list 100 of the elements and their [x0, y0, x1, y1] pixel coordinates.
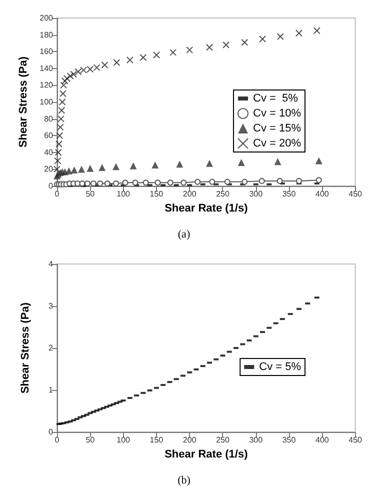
point	[78, 166, 86, 173]
point	[79, 180, 86, 186]
point	[122, 180, 128, 186]
x-tick-label: 150	[150, 436, 164, 444]
y-tick-label: 100	[40, 98, 54, 106]
y-tick-label: 140	[40, 64, 54, 73]
y-tick-label: 80	[44, 114, 54, 124]
x-tick-label: 150	[150, 190, 164, 198]
x-tick-label: 400	[316, 436, 330, 444]
point	[98, 164, 106, 172]
point	[132, 180, 138, 186]
point	[154, 180, 161, 186]
y-tick-label: 180	[40, 30, 54, 40]
point	[84, 180, 90, 186]
point	[259, 36, 266, 42]
y-tick-label: 0	[48, 428, 54, 436]
x-tick-label: 100	[116, 436, 131, 444]
point	[86, 66, 94, 73]
point	[70, 166, 78, 174]
x-tick-label: 350	[282, 436, 296, 444]
y-tick-label: 40	[44, 148, 54, 157]
legend-label: Cv = 5%	[253, 92, 298, 104]
point	[101, 62, 108, 69]
x-tick-label: 0	[54, 436, 60, 444]
point	[66, 72, 74, 80]
point	[104, 180, 110, 186]
legend-label: Cv = 15%	[253, 122, 302, 134]
point	[126, 56, 134, 64]
point	[167, 180, 174, 186]
x-tick-label: 300	[249, 190, 264, 198]
x-tick-label: 350	[282, 190, 296, 198]
point	[65, 167, 72, 174]
point	[313, 27, 320, 34]
x-tick-label: 100	[116, 190, 131, 198]
point	[222, 41, 230, 48]
point	[170, 48, 177, 56]
x-tick-label: 450	[348, 190, 363, 198]
y-tick-label: 120	[40, 80, 54, 90]
text: (b)	[178, 474, 191, 486]
point	[241, 38, 248, 46]
point	[70, 70, 78, 78]
point	[93, 64, 100, 72]
x-tick-label: 300	[249, 436, 264, 444]
point	[296, 178, 302, 184]
point	[142, 180, 149, 186]
point	[194, 178, 201, 185]
legend-label: Cv = 5%	[259, 361, 302, 373]
x-tick-label: 0	[54, 190, 60, 198]
x-tick-label: 50	[86, 190, 96, 198]
point	[258, 178, 265, 184]
point	[130, 162, 137, 170]
point	[74, 68, 82, 76]
point	[224, 178, 230, 185]
y-tick-label: 1	[48, 386, 54, 394]
point	[238, 158, 245, 166]
point	[140, 54, 147, 61]
point	[86, 164, 94, 172]
x-tick-label: 450	[348, 436, 363, 444]
point	[152, 162, 159, 168]
point	[90, 180, 96, 186]
x-tick-label: 50	[86, 436, 96, 444]
point	[276, 32, 284, 40]
x-tick-label: 200	[182, 436, 197, 444]
legend-label: Cv = 20%	[253, 138, 302, 150]
y-axis-title: Shear Stress (Pa)	[17, 56, 30, 148]
point	[113, 59, 120, 66]
y-tick-label: 20	[44, 164, 54, 174]
point	[63, 74, 70, 82]
point	[97, 180, 104, 186]
y-tick-label: 3	[48, 302, 54, 310]
x-tick-label: 200	[182, 190, 197, 198]
point	[209, 178, 216, 185]
y-tick-label: 0	[48, 182, 54, 190]
point	[80, 66, 88, 74]
point	[316, 177, 322, 184]
point	[113, 180, 119, 186]
point	[274, 158, 282, 166]
x-tick-label: 250	[216, 190, 230, 198]
y-tick-label: 200	[40, 14, 54, 22]
point	[180, 180, 187, 186]
legend-label: Cv = 10%	[253, 108, 302, 120]
y-tick-label: 4	[48, 260, 54, 268]
point	[152, 51, 160, 58]
y-axis-title: Shear Stress (Pa)	[20, 302, 32, 394]
x-axis-title: Shear Rate (1/s)	[164, 202, 248, 214]
x-tick-label: 400	[316, 190, 330, 198]
point	[112, 163, 120, 170]
y-tick-label: 2	[48, 344, 54, 352]
point	[295, 30, 302, 37]
text: (a)	[178, 228, 190, 240]
point	[206, 160, 213, 167]
point	[276, 178, 283, 184]
y-tick-label: 160	[40, 47, 54, 56]
point	[186, 46, 194, 54]
x-axis-title: Shear Rate (1/s)	[164, 448, 248, 460]
point	[315, 157, 322, 164]
x-tick-label: 250	[216, 436, 230, 444]
point	[206, 44, 213, 51]
point	[242, 178, 248, 185]
y-tick-label: 60	[44, 131, 54, 140]
